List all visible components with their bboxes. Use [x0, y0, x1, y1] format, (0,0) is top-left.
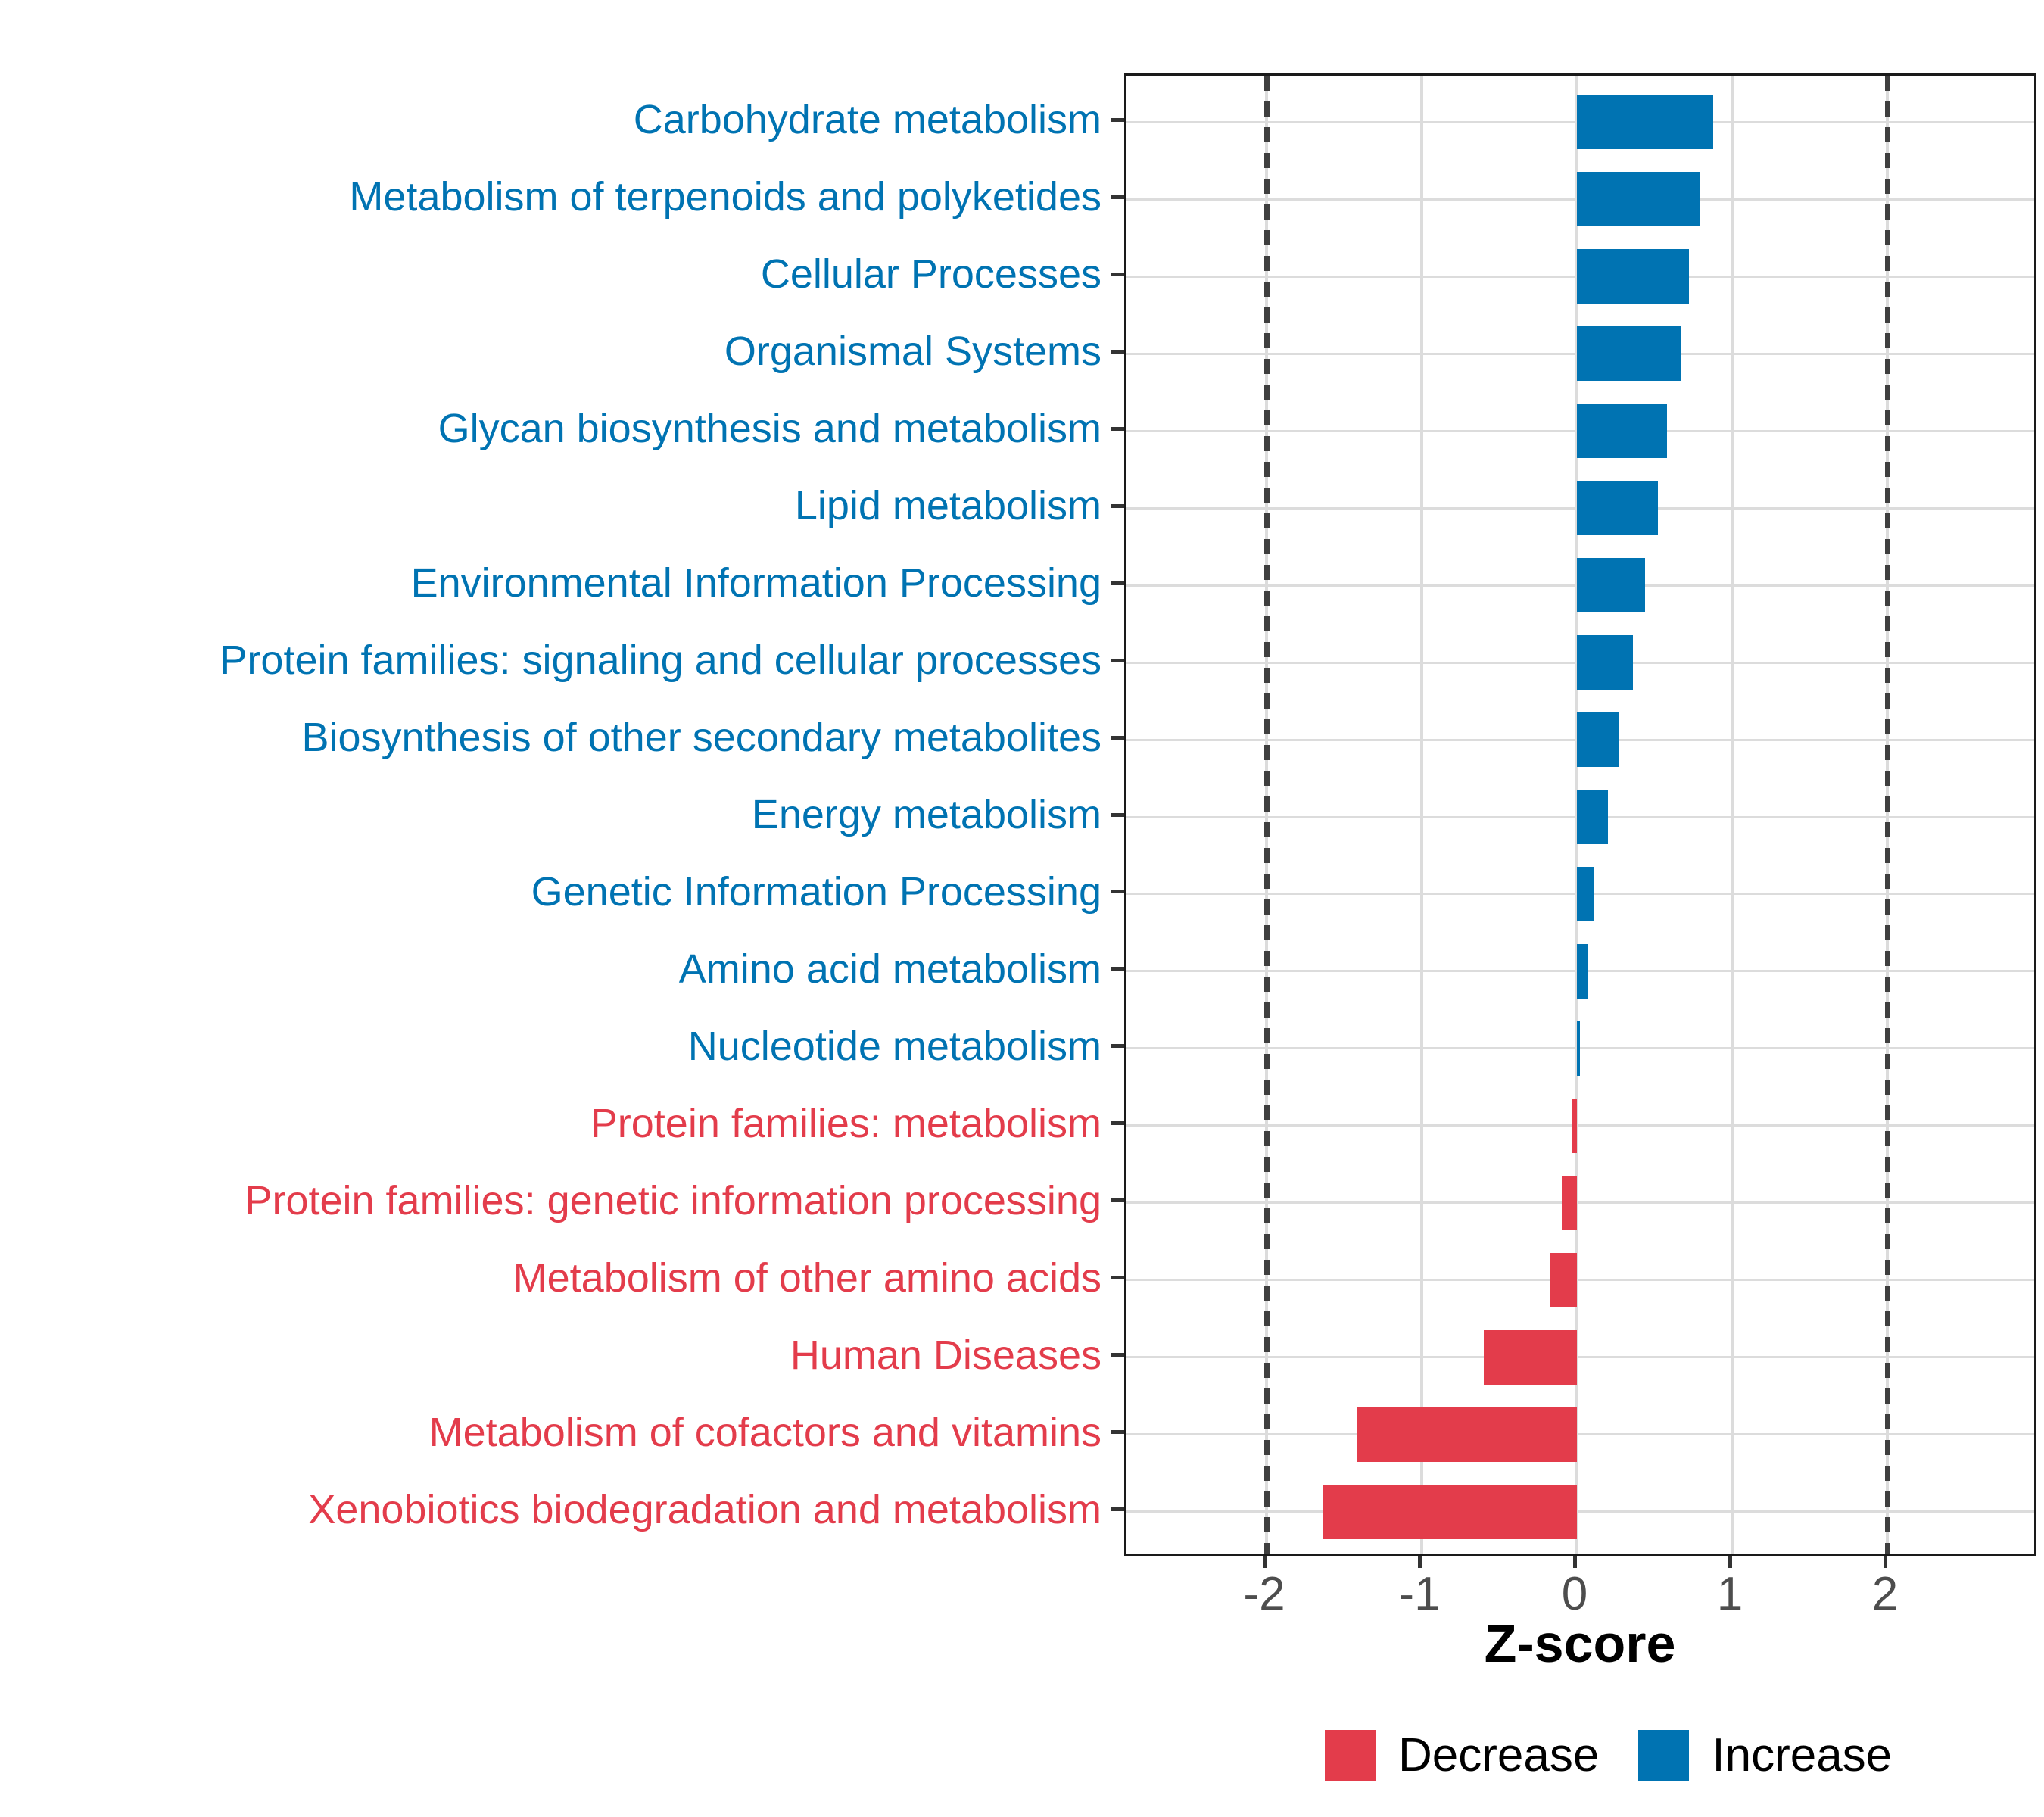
y-axis-tick — [1111, 349, 1124, 354]
x-axis-title: Z-score — [1484, 1614, 1676, 1673]
x-axis-tick — [1417, 1556, 1422, 1568]
gridline-horizontal — [1126, 1433, 2034, 1436]
bar-increase — [1577, 481, 1658, 536]
legend-item-decrease: Decrease — [1325, 1728, 1599, 1782]
legend: Decrease Increase — [1325, 1728, 1892, 1782]
y-axis-tick — [1111, 1507, 1124, 1512]
category-label: Protein families: genetic information pr… — [245, 1177, 1101, 1223]
legend-item-increase: Increase — [1638, 1728, 1892, 1782]
category-label: Organismal Systems — [724, 329, 1101, 375]
bar-decrease — [1356, 1407, 1577, 1462]
category-label: Glycan biosynthesis and metabolism — [438, 406, 1101, 452]
y-axis-tick — [1111, 195, 1124, 199]
bar-decrease — [1561, 1175, 1577, 1230]
x-tick-label: -1 — [1398, 1568, 1441, 1620]
bar-increase — [1577, 635, 1633, 690]
bar-increase — [1577, 172, 1700, 227]
category-label: Cellular Processes — [760, 251, 1101, 298]
gridline-horizontal — [1126, 1356, 2034, 1359]
category-label: Metabolism of other amino acids — [513, 1254, 1101, 1301]
category-label: Lipid metabolism — [794, 483, 1101, 529]
bar-increase — [1577, 558, 1646, 613]
category-label: Carbohydrate metabolism — [633, 97, 1101, 143]
y-axis-tick — [1111, 1430, 1124, 1435]
gridline-vertical — [1420, 76, 1423, 1554]
gridline-horizontal — [1126, 1124, 2034, 1127]
y-axis-tick — [1111, 890, 1124, 894]
bar-increase — [1577, 326, 1681, 382]
category-label: Metabolism of terpenoids and polyketides — [349, 174, 1101, 220]
legend-label-decrease: Decrease — [1398, 1729, 1600, 1781]
category-label: Genetic Information Processing — [531, 868, 1101, 915]
category-label: Xenobiotics biodegradation and metabolis… — [308, 1486, 1101, 1532]
y-axis-tick — [1111, 658, 1124, 662]
x-tick-label: 0 — [1561, 1568, 1588, 1620]
bar-decrease — [1484, 1329, 1577, 1385]
category-label: Biosynthesis of other secondary metaboli… — [301, 715, 1101, 761]
y-axis-tick — [1111, 272, 1124, 276]
bar-increase — [1577, 866, 1594, 921]
increase-swatch-icon — [1638, 1730, 1690, 1781]
category-label: Nucleotide metabolism — [687, 1023, 1101, 1069]
x-axis-tick — [1262, 1556, 1267, 1568]
y-axis-tick — [1111, 1198, 1124, 1203]
gridline-horizontal — [1126, 1279, 2034, 1282]
gridline-horizontal — [1126, 1510, 2034, 1513]
category-label: Human Diseases — [790, 1332, 1101, 1378]
bar-increase — [1577, 790, 1608, 844]
plot-panel — [1124, 73, 2036, 1556]
bar-increase — [1577, 95, 1714, 150]
y-axis-tick — [1111, 1353, 1124, 1357]
y-axis-tick — [1111, 812, 1124, 817]
decrease-swatch-icon — [1325, 1730, 1376, 1781]
y-axis-tick — [1111, 581, 1124, 585]
y-axis-tick — [1111, 1121, 1124, 1126]
dashed-guide-line — [1884, 76, 1890, 1554]
category-label: Amino acid metabolism — [678, 946, 1101, 992]
y-axis-tick — [1111, 426, 1124, 431]
y-axis-tick — [1111, 503, 1124, 508]
gridline-vertical — [1731, 76, 1734, 1554]
bar-increase — [1577, 249, 1689, 304]
bar-decrease — [1550, 1252, 1577, 1307]
category-label: Protein families: signaling and cellular… — [220, 637, 1101, 684]
bar-increase — [1577, 943, 1588, 999]
gridline-horizontal — [1126, 1047, 2034, 1050]
x-axis-tick — [1572, 1556, 1577, 1568]
y-axis-tick — [1111, 117, 1124, 122]
bar-increase — [1577, 1021, 1581, 1076]
y-axis-tick — [1111, 1276, 1124, 1280]
x-tick-label: 1 — [1716, 1568, 1743, 1620]
x-axis-tick — [1883, 1556, 1887, 1568]
x-axis-tick — [1728, 1556, 1732, 1568]
category-label: Environmental Information Processing — [410, 560, 1101, 606]
y-axis-tick — [1111, 1044, 1124, 1049]
category-label: Metabolism of cofactors and vitamins — [428, 1409, 1101, 1455]
category-label: Energy metabolism — [751, 792, 1101, 837]
category-label: Protein families: metabolism — [590, 1100, 1101, 1146]
dashed-guide-line — [1263, 76, 1270, 1554]
gridline-horizontal — [1126, 1201, 2034, 1205]
x-tick-label: -2 — [1243, 1568, 1285, 1620]
bar-decrease — [1572, 1098, 1577, 1153]
legend-label-increase: Increase — [1712, 1729, 1893, 1781]
bar-decrease — [1322, 1484, 1577, 1539]
x-tick-label: 2 — [1871, 1568, 1899, 1620]
y-axis-tick — [1111, 735, 1124, 740]
bar-increase — [1577, 404, 1667, 459]
bar-increase — [1577, 712, 1619, 768]
y-axis-tick — [1111, 967, 1124, 971]
